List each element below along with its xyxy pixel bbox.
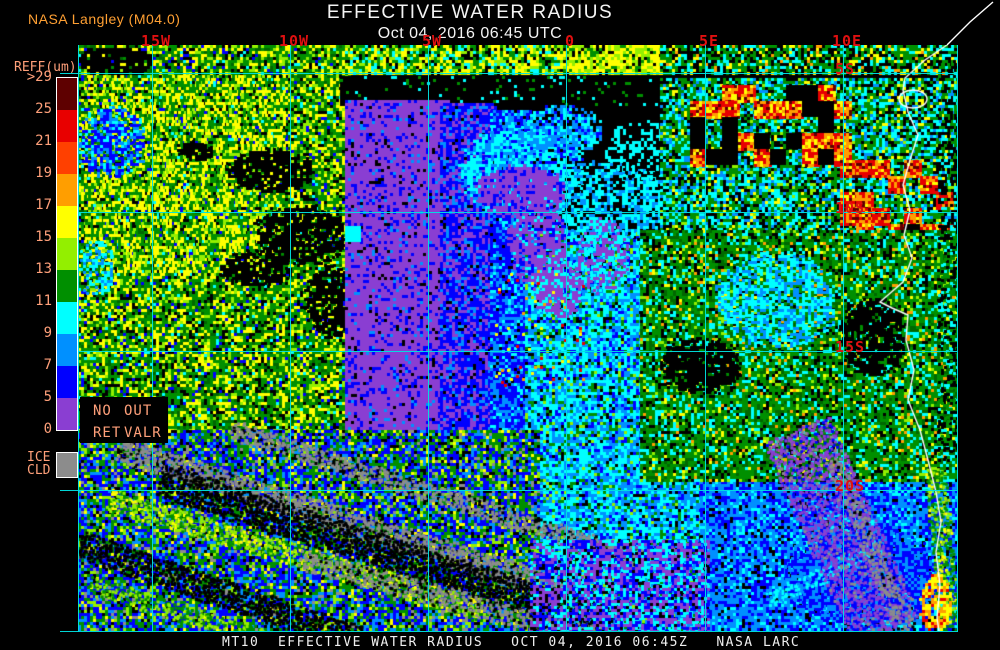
- grid-line: [428, 45, 429, 631]
- credit-label: NASA Langley (M04.0): [28, 11, 181, 27]
- colorbar-tick-label: 13: [35, 261, 52, 277]
- satellite-map-canvas: [78, 45, 958, 631]
- colorbar-tick-label: 25: [35, 101, 52, 117]
- grid-line: [60, 73, 957, 74]
- ice-cloud-label: ICE CLD: [27, 450, 51, 478]
- colorbar-segment: [57, 366, 77, 398]
- grid-line: [78, 45, 79, 632]
- colorbar-segment: [57, 206, 77, 238]
- grid-line: [566, 45, 567, 631]
- page-title: EFFECTIVE WATER RADIUS: [326, 2, 614, 23]
- legend-out-label: OUT: [124, 403, 153, 419]
- colorbar-segment: [57, 78, 77, 110]
- grid-line: [843, 45, 844, 631]
- grid-line: [60, 631, 958, 632]
- colorbar-tick-label: >29: [26, 69, 52, 85]
- latitude-label: 5S: [835, 60, 856, 78]
- colorbar-tick-label: 11: [35, 293, 52, 309]
- grid-line: [152, 45, 153, 631]
- grid-line: [60, 490, 957, 491]
- legend-valr-label: VALR: [124, 425, 162, 441]
- colorbar-segment: [57, 334, 77, 366]
- colorbar-segment: [57, 174, 77, 206]
- colorbar-tick-label: 19: [35, 165, 52, 181]
- colorbar-tick-label: 21: [35, 133, 52, 149]
- legend-no-label: NO: [93, 403, 112, 419]
- latitude-label: 20S: [835, 477, 866, 495]
- status-bar: MT10 EFFECTIVE WATER RADIUS OCT 04, 2016…: [0, 632, 1000, 650]
- colorbar-tick-label: 7: [43, 357, 52, 373]
- colorbar-segment: [57, 302, 77, 334]
- longitude-label: 5W: [421, 32, 443, 50]
- longitude-label: 15W: [140, 32, 172, 50]
- colorbar-tick-label: 9: [43, 325, 52, 341]
- longitude-label: 10W: [278, 32, 310, 50]
- latitude-label: 15S: [835, 338, 866, 356]
- colorbar-segment: [57, 270, 77, 302]
- timestamp-subtitle: Oct 04, 2016 06:45 UTC: [377, 25, 563, 42]
- longitude-label: 10E: [831, 32, 863, 50]
- no-ret-out-valr-legend: NO OUT RET VALR: [80, 397, 168, 443]
- colorbar-tick-label: 15: [35, 229, 52, 245]
- colorbar-segment: [57, 238, 77, 270]
- colorbar-tick-label: 0: [43, 421, 52, 437]
- latitude-label: 10S: [835, 199, 866, 217]
- longitude-label: 5E: [698, 32, 720, 50]
- grid-line: [60, 212, 957, 213]
- grid-line: [705, 45, 706, 631]
- longitude-label: 0: [564, 32, 576, 50]
- coastline-segment: [946, 1, 994, 46]
- colorbar-tick-label: 5: [43, 389, 52, 405]
- ice-cloud-swatch: [56, 452, 78, 478]
- title-block: EFFECTIVE WATER RADIUS Oct 04, 2016 06:4…: [280, 2, 660, 43]
- legend-ret-label: RET: [93, 425, 122, 441]
- status-bar-text: MT10 EFFECTIVE WATER RADIUS OCT 04, 2016…: [222, 635, 801, 650]
- grid-line: [60, 351, 957, 352]
- grid-line: [957, 45, 958, 632]
- colorbar-segment: [57, 142, 77, 174]
- colorbar-segment: [57, 398, 77, 430]
- colorbar: [56, 77, 78, 431]
- colorbar-tick-label: 17: [35, 197, 52, 213]
- colorbar-title: REFF(um): [14, 60, 77, 75]
- colorbar-segment: [57, 110, 77, 142]
- grid-line: [290, 45, 291, 631]
